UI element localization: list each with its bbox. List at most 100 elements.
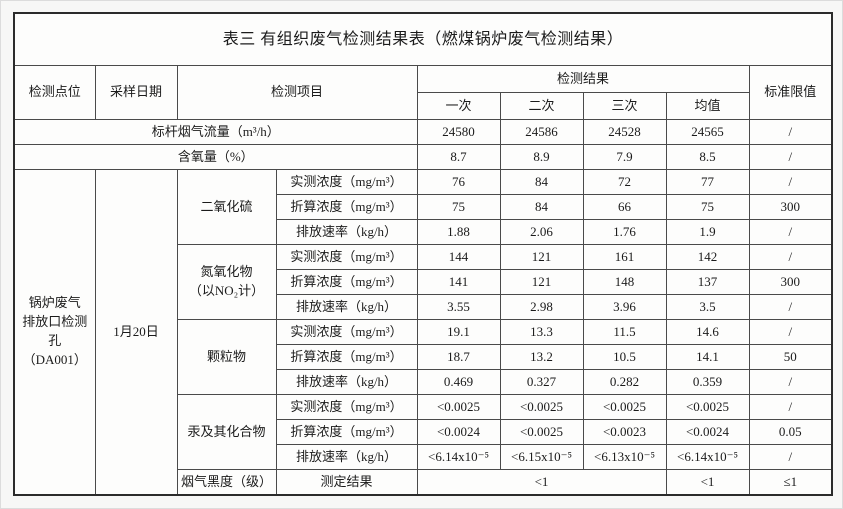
- value-cell: 13.3: [499, 319, 584, 345]
- value-cell: 144: [416, 244, 501, 270]
- value-cell: 0.282: [582, 369, 667, 395]
- value-cell: 3.96: [582, 294, 667, 320]
- table-row: 烟气黑度（级） 测定结果 <1 <1 ≤1: [14, 469, 833, 496]
- value-cell: /: [748, 444, 833, 470]
- param-converted-concentration: 折算浓度（mg/m³）: [275, 344, 418, 370]
- value-cell: /: [748, 144, 833, 170]
- value-cell: 0.469: [416, 369, 501, 395]
- value-cell: <6.14x10⁻⁵: [665, 444, 750, 470]
- param-measured-concentration: 实测浓度（mg/m³）: [275, 319, 418, 345]
- value-cell: 3.55: [416, 294, 501, 320]
- col-header-standard-limit: 标准限值: [748, 65, 833, 120]
- table-row: 汞及其化合物 实测浓度（mg/m³） <0.0025 <0.0025 <0.0025 <0…: [14, 394, 833, 470]
- value-cell: 2.98: [499, 294, 584, 320]
- col-header-monitoring-results: 检测结果: [416, 65, 750, 93]
- results-table: 表三 有组织废气检测结果表（燃煤锅炉废气检测结果） 检测点位 采样日期 检测项目…: [13, 12, 834, 496]
- col-header-monitoring-point: 检测点位: [13, 65, 96, 120]
- value-cell: 2.06: [499, 219, 584, 245]
- value-cell: 300: [748, 269, 833, 295]
- value-cell: 142: [665, 244, 750, 270]
- value-cell: 14.6: [665, 319, 750, 345]
- value-cell: <1: [416, 469, 667, 496]
- param-measured-concentration: 实测浓度（mg/m³）: [275, 394, 418, 420]
- table-row: 排放速率（kg/h） 3.55 2.98 3.96 3.5/: [14, 294, 833, 320]
- value-cell: 75: [665, 194, 750, 220]
- value-cell: 7.9: [582, 144, 667, 170]
- col-header-sampling-date: 采样日期: [94, 65, 178, 120]
- value-cell: /: [748, 394, 833, 420]
- param-emission-rate: 排放速率（kg/h）: [275, 294, 418, 320]
- value-cell: <6.13x10⁻⁵: [582, 444, 667, 470]
- value-cell: 13.2: [499, 344, 584, 370]
- value-cell: 84: [499, 194, 584, 220]
- pollutant-mercury-compounds: 汞及其化合物: [176, 394, 277, 470]
- pollutant-nox: 氮氧化物 （以NO₂计）: [176, 244, 277, 320]
- param-emission-rate: 排放速率（kg/h）: [275, 219, 418, 245]
- value-cell: 66: [582, 194, 667, 220]
- value-cell: 137: [665, 269, 750, 295]
- value-cell: <0.0025: [665, 394, 750, 420]
- table-head: 表三 有组织废气检测结果表（燃煤锅炉废气检测结果） 检测点位 采样日期 检测项目…: [13, 12, 833, 120]
- row-label-standard-flue-gas-flow: 标杆烟气流量（m³/h）: [13, 119, 418, 145]
- value-cell: <0.0025: [499, 394, 584, 420]
- param-measured-concentration: 实测浓度（mg/m³）: [275, 169, 418, 195]
- value-cell: 141: [416, 269, 501, 295]
- value-cell: <0.0023: [582, 419, 667, 445]
- value-cell: 1.88: [416, 219, 501, 245]
- value-cell: 24586: [499, 119, 584, 145]
- col-header-mean: 均值: [665, 92, 750, 120]
- table-row: 折算浓度（mg/m³） <0.0024 <0.0025 <0.0023 <0.0024 0…: [14, 419, 833, 445]
- value-cell: 72: [582, 169, 667, 195]
- value-cell: /: [748, 119, 833, 145]
- value-cell: 1.9: [665, 219, 750, 245]
- value-cell: 77: [665, 169, 750, 195]
- value-cell: 10.5: [582, 344, 667, 370]
- table-title-row: 表三 有组织废气检测结果表（燃煤锅炉废气检测结果）: [13, 12, 833, 66]
- param-converted-concentration: 折算浓度（mg/m³）: [275, 269, 418, 295]
- value-cell: 161: [582, 244, 667, 270]
- value-cell: 19.1: [416, 319, 501, 345]
- value-cell: /: [748, 169, 833, 195]
- table-row: 排放速率（kg/h） 1.88 2.06 1.76 1.9/: [14, 219, 833, 245]
- value-cell: <1: [665, 469, 750, 496]
- table-row: 锅炉废气 排放口检测孔 （DA001） 1月20日 二氧化硫 实测浓度（mg/m³） 7…: [13, 169, 833, 496]
- value-cell: 8.9: [499, 144, 584, 170]
- value-cell: 18.7: [416, 344, 501, 370]
- value-cell: 11.5: [582, 319, 667, 345]
- value-cell: <6.15x10⁻⁵: [499, 444, 584, 470]
- value-cell: 50: [748, 344, 833, 370]
- pollutant-smoke-blackness: 烟气黑度（级）: [176, 469, 277, 496]
- value-cell: 24580: [416, 119, 501, 145]
- table-row: 折算浓度（mg/m³） 75 84 66 75 300: [14, 194, 833, 220]
- results-table-body: 标杆烟气流量（m³/h） 24580 24586 24528 24565/含氧量（%） 8…: [13, 119, 833, 496]
- table-row: 折算浓度（mg/m³） 18.7 13.2 10.5 14.1 50: [14, 344, 833, 370]
- value-cell: 0.327: [499, 369, 584, 395]
- value-cell: 76: [416, 169, 501, 195]
- value-cell: 14.1: [665, 344, 750, 370]
- row-label-oxygen-content: 含氧量（%）: [13, 144, 418, 170]
- value-cell: <6.14x10⁻⁵: [416, 444, 501, 470]
- value-cell: 3.5: [665, 294, 750, 320]
- param-measured-concentration: 实测浓度（mg/m³）: [275, 244, 418, 270]
- table-title: 表三 有组织废气检测结果表（燃煤锅炉废气检测结果）: [13, 12, 833, 66]
- sampling-date: 1月20日: [94, 169, 178, 496]
- col-header-run-3: 三次: [582, 92, 667, 120]
- param-converted-concentration: 折算浓度（mg/m³）: [275, 419, 418, 445]
- value-cell: 75: [416, 194, 501, 220]
- param-determination-result: 测定结果: [275, 469, 418, 496]
- value-cell: <0.0025: [499, 419, 584, 445]
- value-cell: 8.5: [665, 144, 750, 170]
- value-cell: /: [748, 319, 833, 345]
- value-cell: 84: [499, 169, 584, 195]
- table-row: 标杆烟气流量（m³/h） 24580 24586 24528 24565/: [13, 119, 833, 145]
- pollutant-so2: 二氧化硫: [176, 169, 277, 245]
- value-cell: 0.05: [748, 419, 833, 445]
- value-cell: <0.0024: [665, 419, 750, 445]
- value-cell: <0.0025: [416, 394, 501, 420]
- value-cell: 300: [748, 194, 833, 220]
- param-converted-concentration: 折算浓度（mg/m³）: [275, 194, 418, 220]
- col-header-monitoring-item: 检测项目: [176, 65, 418, 120]
- value-cell: 1.76: [582, 219, 667, 245]
- value-cell: 121: [499, 269, 584, 295]
